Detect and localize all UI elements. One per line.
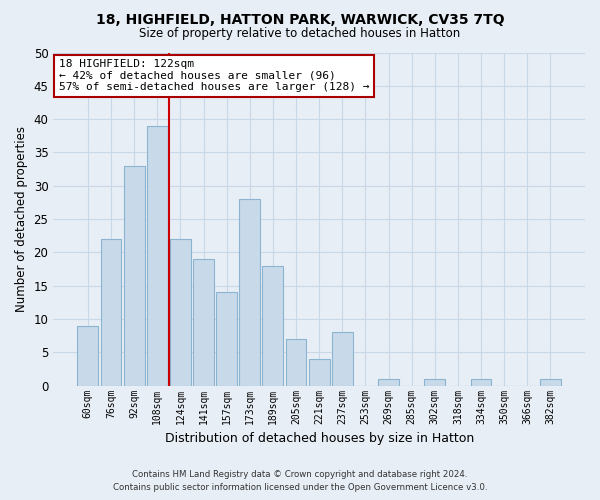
Bar xyxy=(216,292,237,386)
Bar xyxy=(424,379,445,386)
Text: 18, HIGHFIELD, HATTON PARK, WARWICK, CV35 7TQ: 18, HIGHFIELD, HATTON PARK, WARWICK, CV3… xyxy=(95,12,505,26)
Bar xyxy=(470,379,491,386)
Y-axis label: Number of detached properties: Number of detached properties xyxy=(15,126,28,312)
Text: Size of property relative to detached houses in Hatton: Size of property relative to detached ho… xyxy=(139,28,461,40)
Bar xyxy=(77,326,98,386)
Bar xyxy=(124,166,145,386)
Text: Contains HM Land Registry data © Crown copyright and database right 2024.
Contai: Contains HM Land Registry data © Crown c… xyxy=(113,470,487,492)
Bar xyxy=(378,379,399,386)
Bar xyxy=(309,359,329,386)
Text: 18 HIGHFIELD: 122sqm
← 42% of detached houses are smaller (96)
57% of semi-detac: 18 HIGHFIELD: 122sqm ← 42% of detached h… xyxy=(59,59,369,92)
Bar xyxy=(262,266,283,386)
Bar xyxy=(239,199,260,386)
Bar xyxy=(332,332,353,386)
Bar xyxy=(170,239,191,386)
Bar xyxy=(286,339,307,386)
Bar xyxy=(193,259,214,386)
Bar xyxy=(540,379,561,386)
Bar xyxy=(101,239,121,386)
Bar xyxy=(147,126,167,386)
X-axis label: Distribution of detached houses by size in Hatton: Distribution of detached houses by size … xyxy=(164,432,474,445)
